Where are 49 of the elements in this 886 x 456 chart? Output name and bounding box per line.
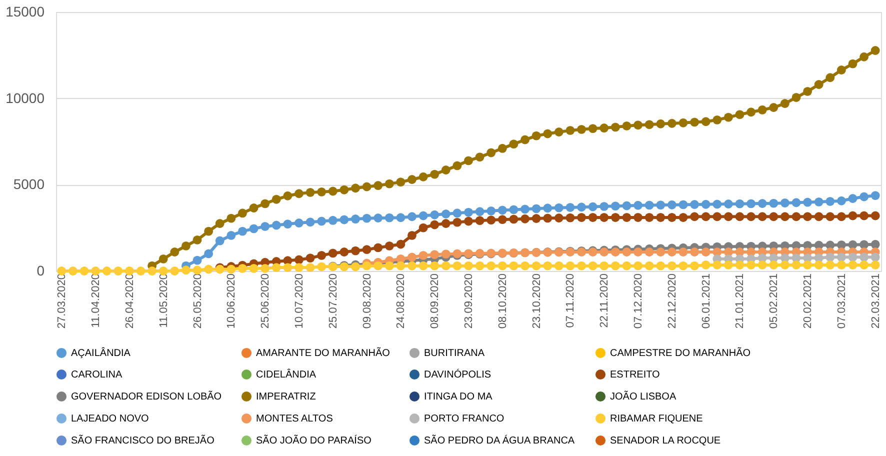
legend-label: LAJEADO NOVO bbox=[71, 414, 150, 424]
x-tick-label: 25.06.2020 bbox=[260, 274, 272, 329]
x-tick-label: 05.02.2021 bbox=[768, 274, 780, 329]
legend-label: PORTO FRANCO bbox=[424, 414, 504, 424]
legend-label: SÃO JOÃO DO PARAÍSO bbox=[256, 434, 372, 446]
x-tick-label: 24.08.2020 bbox=[395, 274, 408, 329]
x-tick-label: 21.01.2021 bbox=[734, 274, 746, 329]
x-tick-label: 23.09.2020 bbox=[463, 274, 475, 329]
legend-label: MONTES ALTOS bbox=[256, 414, 334, 424]
x-tick-label: 22.03.2021 bbox=[870, 274, 882, 329]
x-tick-label: 25.07.2020 bbox=[327, 274, 340, 329]
legend-label: AÇAILÂNDIA bbox=[71, 346, 131, 359]
x-tick-label: 07.12.2020 bbox=[632, 274, 645, 329]
legend-label: ESTREITO bbox=[610, 370, 660, 380]
y-tick-label: 10000 bbox=[6, 90, 45, 106]
legend-label: GOVERNADOR EDISON LOBÃO bbox=[71, 390, 222, 402]
y-tick-label: 5000 bbox=[13, 176, 45, 192]
x-tick-label: 08.10.2020 bbox=[496, 274, 509, 329]
legend-label: CAROLINA bbox=[71, 370, 122, 380]
x-tick-label: 27.03.2020 bbox=[56, 274, 68, 329]
legend-label: BURITIRANA bbox=[424, 348, 485, 359]
legend-label: JOÃO LISBOA bbox=[610, 390, 676, 402]
x-tick-label: 22.11.2020 bbox=[598, 274, 611, 328]
x-tick-label: 23.10.2020 bbox=[530, 274, 543, 329]
legend-label: SENADOR LA ROCQUE bbox=[610, 436, 721, 446]
legend-label: SÃO FRANCISCO DO BREJÃO bbox=[71, 434, 215, 446]
legend-label: CIDELÂNDIA bbox=[256, 368, 316, 380]
x-tick-label: 10.07.2020 bbox=[293, 274, 306, 329]
legend-label: ITINGA DO MA bbox=[424, 392, 493, 402]
legend-label: AMARANTE DO MARANHÃO bbox=[256, 346, 390, 359]
x-tick-label: 09.08.2020 bbox=[361, 274, 374, 329]
x-tick-label: 26.04.2020 bbox=[124, 274, 136, 329]
legend-label: CAMPESTRE DO MARANHÃO bbox=[610, 346, 751, 359]
legend-label: RIBAMAR FIQUENE bbox=[610, 414, 704, 424]
x-tick-label: 06.01.2021 bbox=[700, 274, 712, 329]
legend-label: IMPERATRIZ bbox=[256, 392, 316, 402]
x-tick-label: 08.09.2020 bbox=[429, 274, 442, 329]
x-tick-label: 07.11.2020 bbox=[564, 274, 577, 328]
x-tick-label: 11.04.2020 bbox=[90, 274, 102, 328]
y-tick-label: 15000 bbox=[6, 4, 45, 20]
x-tick-label: 26.05.2020 bbox=[192, 274, 204, 329]
x-tick-label: 22.12.2020 bbox=[666, 274, 678, 329]
x-tick-label: 11.05.2020 bbox=[158, 274, 170, 328]
y-tick-label: 0 bbox=[36, 262, 45, 278]
x-tick-label: 07.03.2021 bbox=[836, 274, 848, 329]
legend-label: DAVINÓPOLIS bbox=[424, 368, 492, 380]
legend-label: SÃO PEDRO DA ÁGUA BRANCA bbox=[424, 434, 575, 446]
x-tick-label: 10.06.2020 bbox=[226, 274, 238, 329]
x-tick-label: 20.02.2021 bbox=[802, 274, 814, 329]
